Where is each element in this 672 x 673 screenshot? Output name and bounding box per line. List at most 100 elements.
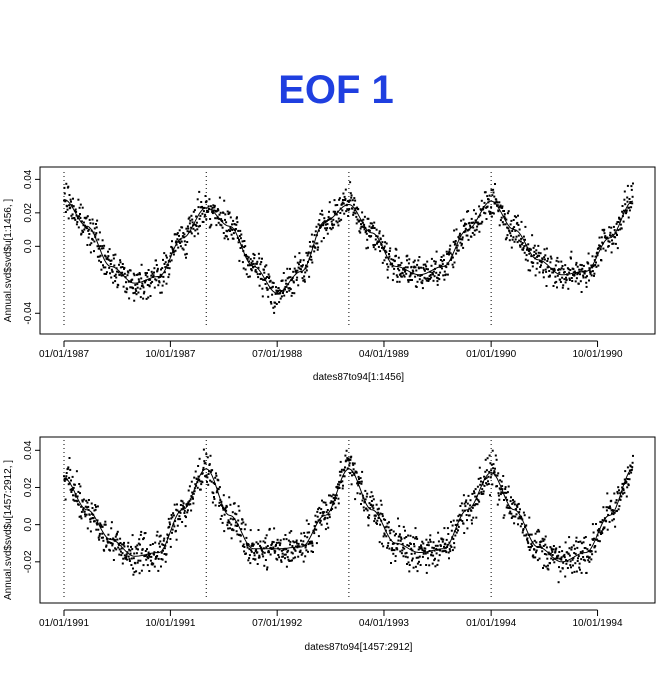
data-point — [625, 209, 628, 212]
data-point — [237, 519, 240, 522]
data-point — [126, 274, 129, 277]
data-point — [362, 226, 365, 229]
data-point — [342, 475, 345, 478]
data-point — [64, 477, 67, 480]
data-point — [194, 470, 197, 473]
data-point — [367, 229, 370, 232]
data-point — [543, 248, 546, 251]
data-point — [520, 522, 523, 525]
data-point — [148, 555, 151, 558]
data-point — [275, 544, 277, 546]
data-point — [593, 272, 596, 275]
data-point — [219, 518, 222, 520]
data-point — [94, 233, 97, 236]
data-point — [453, 229, 456, 232]
data-point — [541, 537, 544, 540]
data-point — [134, 288, 137, 291]
data-point — [186, 511, 189, 514]
data-point — [312, 240, 314, 243]
data-point — [160, 291, 163, 294]
data-point — [380, 244, 383, 246]
data-point — [395, 254, 397, 257]
data-point — [334, 506, 337, 509]
data-point — [252, 252, 255, 255]
data-point — [535, 551, 537, 554]
data-point — [604, 249, 607, 252]
data-point — [419, 564, 422, 566]
data-point — [197, 475, 200, 478]
data-point — [445, 551, 448, 554]
data-point — [439, 545, 442, 547]
data-point — [577, 541, 580, 543]
data-point — [97, 528, 100, 531]
data-point — [85, 513, 88, 516]
data-point — [211, 210, 214, 213]
data-point — [311, 261, 314, 264]
data-point — [258, 556, 261, 559]
data-point — [439, 271, 442, 274]
data-point — [148, 570, 151, 572]
data-point — [424, 547, 427, 550]
data-point — [412, 536, 415, 539]
data-point — [563, 553, 566, 556]
data-point — [352, 468, 355, 471]
data-point — [345, 210, 348, 213]
data-point — [365, 230, 367, 233]
data-point — [250, 549, 253, 552]
data-point — [183, 240, 186, 243]
data-point — [512, 501, 515, 504]
data-point — [519, 517, 522, 520]
data-point — [439, 266, 442, 269]
data-point — [285, 548, 288, 551]
data-point — [282, 538, 285, 541]
data-point — [192, 492, 195, 495]
data-point — [383, 532, 386, 535]
data-point — [622, 220, 625, 223]
data-point — [155, 556, 158, 559]
data-point — [585, 281, 588, 284]
data-point — [248, 275, 251, 278]
data-point — [216, 217, 219, 220]
data-point — [285, 282, 288, 285]
data-point — [170, 514, 173, 516]
data-point — [241, 245, 244, 248]
data-point — [228, 521, 231, 524]
data-point — [542, 567, 544, 569]
data-point — [201, 472, 204, 475]
data-point — [501, 221, 504, 224]
data-point — [357, 208, 360, 211]
data-point — [147, 557, 150, 560]
data-point — [220, 504, 223, 506]
data-point — [547, 265, 550, 268]
data-point — [270, 286, 273, 289]
data-point — [72, 205, 75, 208]
data-point — [72, 197, 74, 200]
data-point — [396, 275, 399, 278]
data-point — [391, 549, 394, 551]
data-point — [80, 505, 83, 508]
data-point — [337, 217, 340, 220]
data-point — [464, 230, 467, 233]
x-tick-label: 01/01/1994 — [466, 618, 516, 629]
data-point — [236, 216, 238, 219]
data-point — [114, 539, 117, 542]
y-tick-label: -0.04 — [23, 301, 34, 324]
data-point — [414, 565, 417, 568]
data-point — [289, 276, 292, 279]
data-point — [189, 498, 192, 501]
data-point — [252, 266, 254, 269]
data-point — [194, 229, 197, 232]
data-point — [351, 471, 354, 474]
data-point — [270, 548, 273, 550]
data-point — [386, 544, 389, 547]
data-point — [171, 531, 173, 534]
data-point — [360, 223, 362, 226]
data-point — [158, 281, 161, 284]
data-point — [295, 539, 298, 542]
data-point — [96, 245, 99, 248]
data-point — [129, 552, 132, 555]
data-point — [231, 528, 234, 531]
data-point — [542, 271, 544, 274]
data-point — [358, 478, 360, 480]
data-point — [96, 219, 99, 222]
